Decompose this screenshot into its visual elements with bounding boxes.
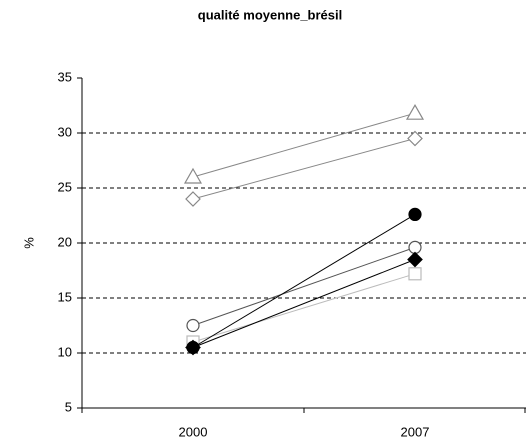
marker xyxy=(407,251,423,268)
marker xyxy=(185,191,201,207)
series-line xyxy=(192,246,416,326)
y-tick-label: 20 xyxy=(58,234,72,249)
marker xyxy=(408,240,422,254)
series-line xyxy=(192,259,416,348)
y-axis-label: % xyxy=(21,237,36,249)
x-tick-label: 2007 xyxy=(401,424,430,439)
y-tick-label: 25 xyxy=(58,179,72,194)
y-tick-label: 15 xyxy=(58,289,72,304)
y-tick-label: 10 xyxy=(58,344,72,359)
marker xyxy=(408,267,422,281)
y-tick-label: 35 xyxy=(58,69,72,84)
marker xyxy=(186,340,200,355)
x-tick-label: 2000 xyxy=(179,424,208,439)
marker xyxy=(405,103,425,120)
marker xyxy=(183,167,203,184)
series-line xyxy=(192,112,416,178)
y-tick-label: 30 xyxy=(58,124,72,139)
marker xyxy=(408,207,422,221)
y-tick-label: 5 xyxy=(65,399,72,414)
series-line xyxy=(192,213,416,348)
series-line xyxy=(192,138,416,200)
marker xyxy=(407,130,423,147)
chart-title: qualité moyenne_brésil xyxy=(198,7,343,22)
series-line xyxy=(192,273,416,343)
marker xyxy=(186,318,200,333)
